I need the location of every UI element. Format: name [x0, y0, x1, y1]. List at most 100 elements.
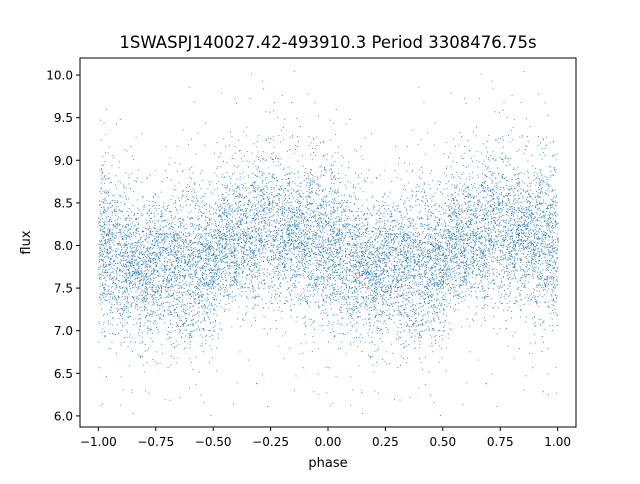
- data-point: [210, 213, 212, 215]
- data-point: [555, 159, 557, 161]
- data-point: [234, 234, 236, 236]
- data-point: [263, 279, 265, 281]
- data-point: [548, 204, 550, 206]
- data-point: [164, 268, 166, 269]
- data-point: [313, 279, 315, 281]
- data-point: [299, 214, 301, 216]
- data-point: [552, 275, 553, 277]
- data-point: [536, 244, 538, 246]
- data-point: [143, 234, 145, 236]
- data-point: [272, 136, 274, 138]
- data-point: [134, 271, 136, 273]
- data-point: [469, 239, 470, 241]
- data-point: [470, 233, 471, 235]
- data-point: [326, 223, 328, 225]
- data-point: [379, 261, 381, 263]
- data-point: [183, 242, 185, 243]
- data-point: [224, 210, 226, 212]
- data-point: [296, 198, 298, 200]
- data-point: [475, 216, 477, 218]
- data-point: [402, 276, 403, 277]
- data-point: [273, 296, 275, 298]
- data-point: [426, 199, 428, 201]
- data-point: [507, 247, 509, 249]
- data-point: [130, 264, 132, 266]
- data-point: [245, 232, 246, 233]
- data-point: [437, 251, 439, 253]
- data-point: [523, 71, 525, 73]
- data-point: [523, 304, 525, 305]
- data-point: [169, 211, 170, 213]
- data-point: [458, 144, 460, 146]
- data-point: [463, 264, 465, 266]
- data-point: [426, 293, 428, 295]
- data-point: [359, 251, 361, 253]
- data-point: [235, 254, 237, 256]
- data-point: [551, 299, 553, 301]
- data-point: [233, 243, 235, 245]
- data-point: [183, 219, 185, 221]
- data-point: [440, 283, 441, 284]
- data-point: [206, 274, 208, 275]
- data-point: [552, 223, 554, 224]
- data-point: [209, 276, 211, 278]
- data-point: [485, 239, 487, 241]
- data-point: [369, 279, 371, 281]
- data-point: [286, 300, 288, 302]
- data-point: [463, 172, 465, 174]
- data-point: [535, 254, 537, 256]
- data-point: [448, 228, 450, 230]
- data-point: [332, 296, 334, 298]
- data-point: [217, 240, 219, 242]
- data-point: [419, 341, 421, 342]
- data-point: [364, 268, 366, 270]
- data-point: [434, 284, 436, 286]
- data-point: [200, 172, 201, 174]
- data-point: [176, 233, 178, 235]
- data-point: [121, 249, 123, 250]
- data-point: [377, 293, 378, 295]
- data-point: [268, 173, 270, 175]
- data-point: [330, 225, 332, 227]
- data-point: [519, 257, 521, 259]
- data-point: [127, 269, 129, 270]
- data-point: [233, 264, 235, 266]
- data-point: [503, 226, 504, 228]
- data-point: [470, 286, 472, 288]
- data-point: [232, 284, 233, 286]
- data-point: [512, 210, 513, 212]
- data-point: [247, 230, 249, 232]
- data-point: [207, 285, 209, 287]
- data-point: [200, 243, 202, 245]
- data-point: [143, 270, 145, 272]
- data-point: [310, 154, 311, 156]
- data-point: [164, 399, 166, 401]
- data-point: [418, 312, 419, 314]
- data-point: [209, 270, 210, 271]
- data-point: [463, 250, 465, 252]
- data-point: [190, 302, 192, 304]
- data-point: [404, 252, 406, 254]
- data-point: [295, 287, 297, 288]
- data-point: [138, 231, 139, 232]
- data-point: [364, 307, 366, 309]
- data-point: [304, 249, 305, 251]
- data-point: [313, 139, 315, 141]
- data-point: [371, 254, 373, 256]
- data-point: [246, 216, 247, 218]
- data-point: [334, 240, 336, 241]
- data-point: [389, 255, 391, 257]
- data-point: [341, 229, 343, 231]
- data-point: [127, 302, 129, 304]
- data-point: [264, 220, 266, 221]
- data-point: [118, 295, 119, 297]
- data-point: [279, 272, 281, 273]
- data-point: [341, 285, 343, 287]
- data-point: [415, 313, 417, 315]
- data-point: [335, 280, 336, 282]
- data-point: [160, 314, 161, 315]
- data-point: [120, 269, 122, 270]
- data-point: [185, 313, 187, 315]
- data-point: [282, 335, 284, 337]
